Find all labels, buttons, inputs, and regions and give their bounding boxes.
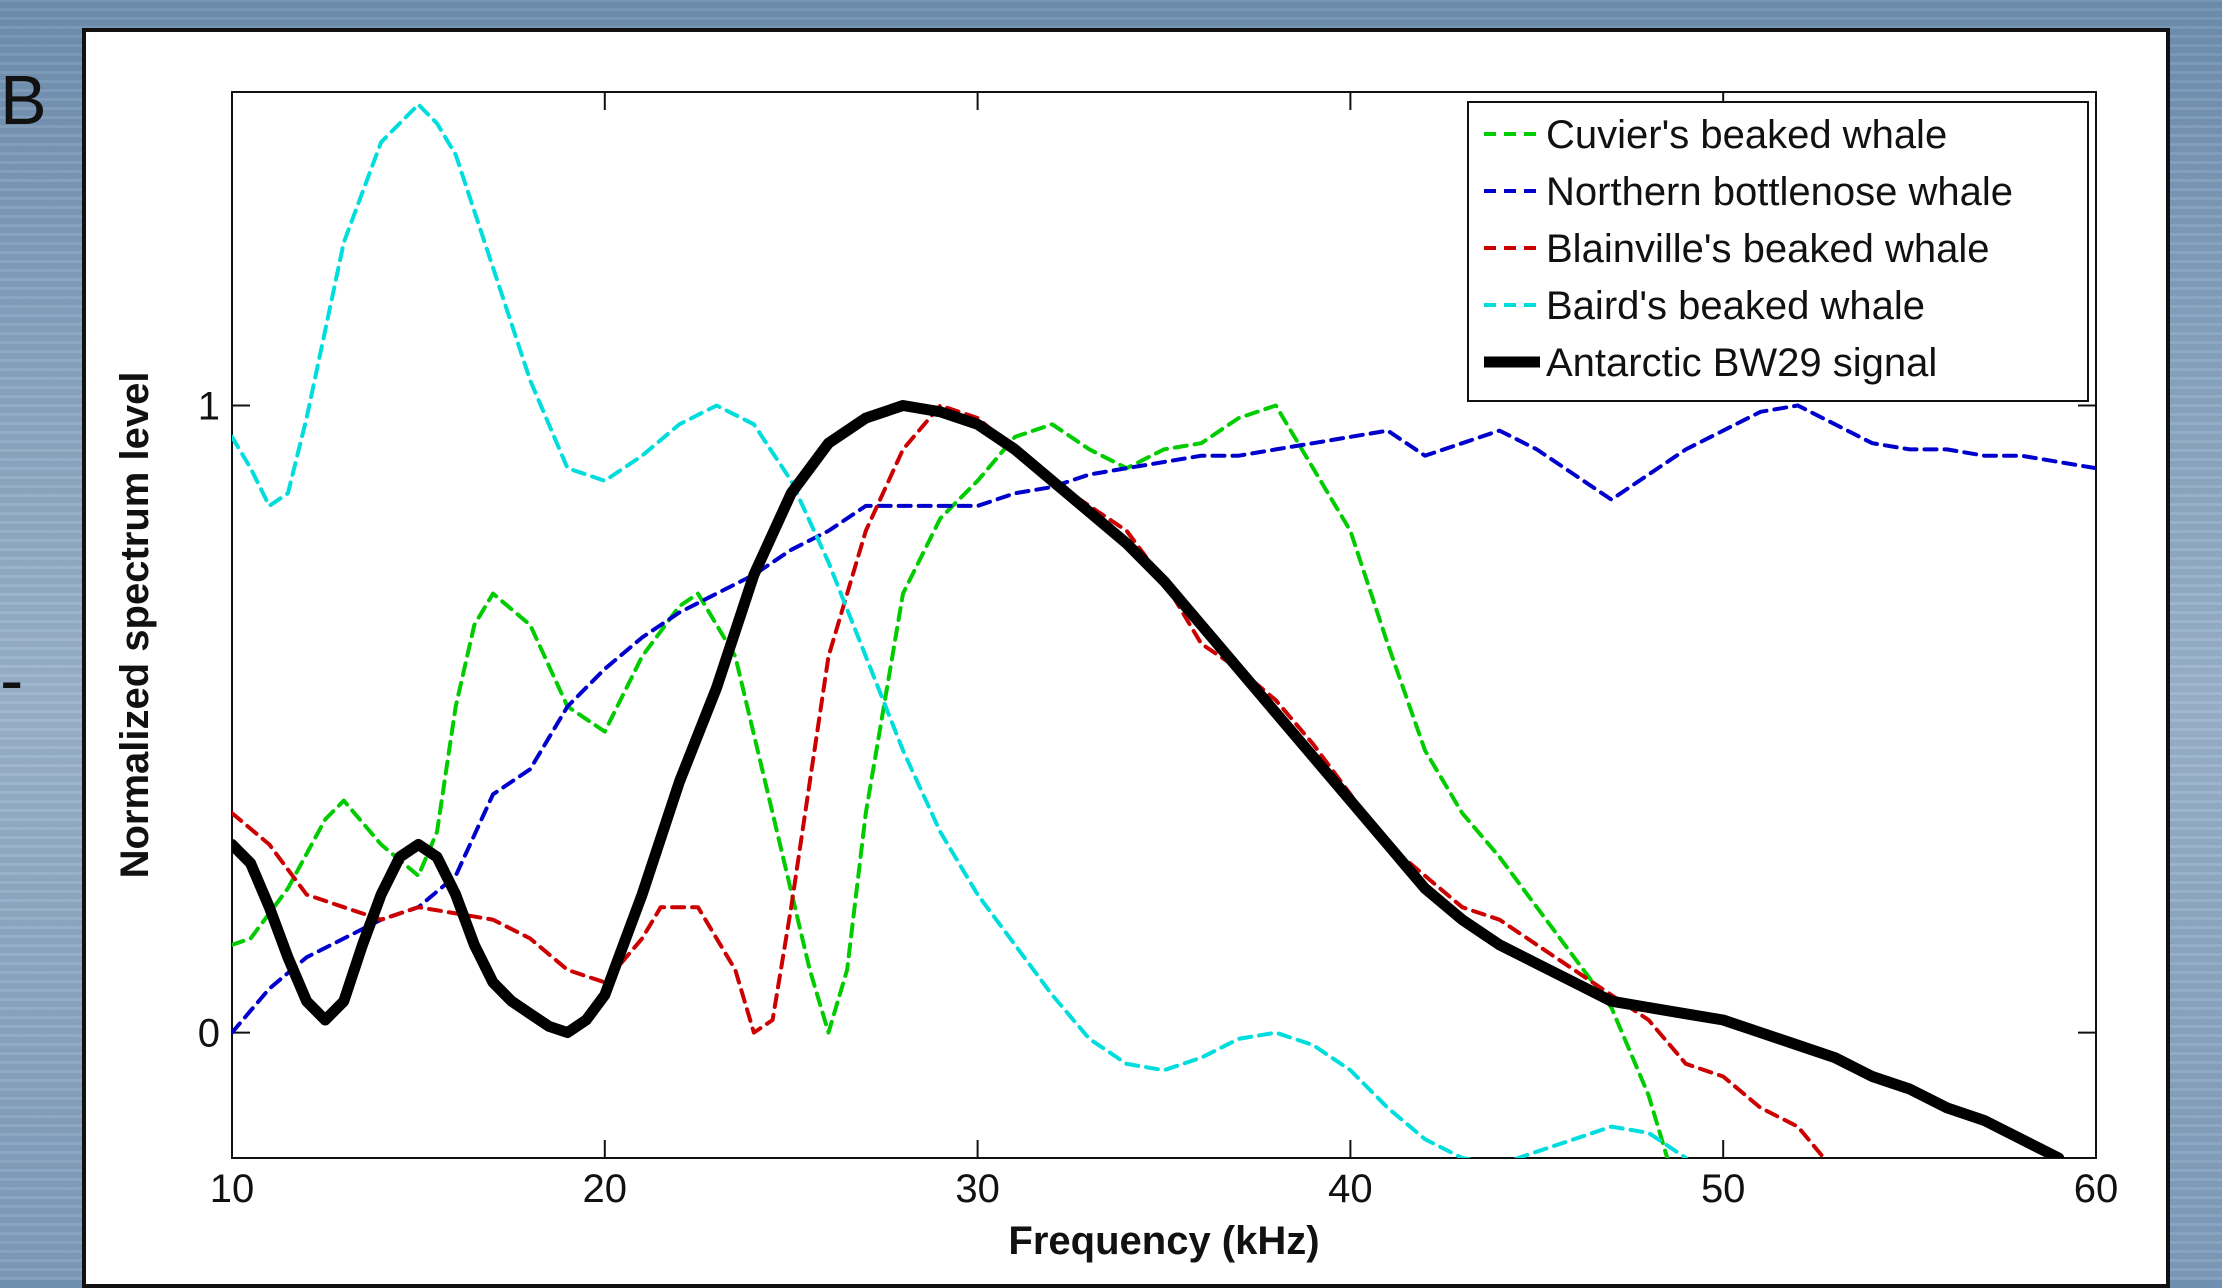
line-chart: 10 20 30 40 50 60 0 1 Frequency (kHz) Normalize… xyxy=(113,91,2119,1263)
x-tick-label: 50 xyxy=(1701,1167,1746,1211)
legend-label-baird-s-beaked-whale: Baird's beaked whale xyxy=(1546,284,1925,328)
x-tick-label: 30 xyxy=(955,1167,1000,1211)
legend-box xyxy=(1467,101,2089,402)
series-line-blainville-s-beaked-whale xyxy=(232,403,1826,1158)
series-line-cuvier-s-beaked-whale xyxy=(232,403,1670,1158)
x-tick-label: 40 xyxy=(1328,1167,1373,1211)
legend-label-cuvier-s-beaked-whale: Cuvier's beaked whale xyxy=(1546,113,1947,157)
series-layer xyxy=(232,102,2096,1158)
series-line-northern-bottlenose-whale xyxy=(232,403,2096,1035)
x-axis-title: Frequency (kHz) xyxy=(1008,1219,1319,1263)
legend-label-blainville-s-beaked-whale: Blainville's beaked whale xyxy=(1546,227,1989,271)
slide-left-glyph-bottom: - xyxy=(0,641,24,719)
slide-left-glyph-top: B xyxy=(0,61,47,139)
axis-ticks: 10 20 30 40 50 60 0 1 xyxy=(198,92,2119,1211)
x-tick-label: 20 xyxy=(583,1167,628,1211)
legend: Cuvier's beaked whale Northern bottlenose… xyxy=(1467,101,2089,402)
y-axis-title: Normalized spectrum level xyxy=(113,372,157,879)
y-tick-label: 1 xyxy=(198,385,220,429)
legend-label-northern-bottlenose-whale: Northern bottlenose whale xyxy=(1546,170,2013,214)
series-line-antarctic-bw29-signal xyxy=(232,400,2065,1158)
x-tick-label: 60 xyxy=(2074,1167,2119,1211)
legend-label-antarctic-bw29-signal: Antarctic BW29 signal xyxy=(1546,341,1937,385)
figure-frame: 10 20 30 40 50 60 0 1 Frequency (kHz) Normalize… xyxy=(82,28,2170,1288)
series-line-baird-s-beaked-whale xyxy=(232,102,1688,1158)
x-tick-label: 10 xyxy=(210,1167,255,1211)
y-tick-label: 0 xyxy=(198,1012,220,1056)
